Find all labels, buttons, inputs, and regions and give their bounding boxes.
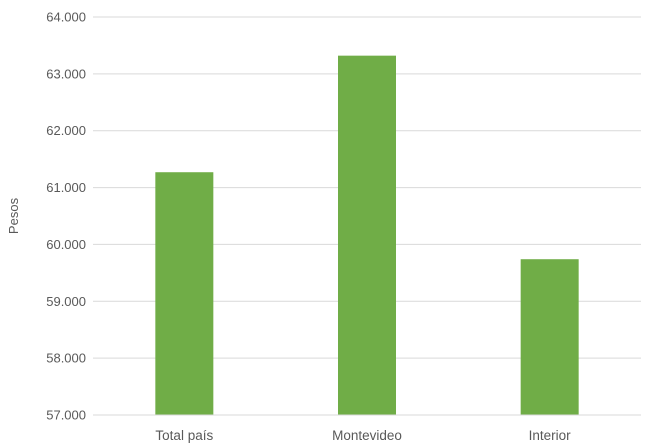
y-tick-label: 57.000 bbox=[46, 408, 86, 423]
y-tick-label: 64.000 bbox=[46, 10, 86, 25]
x-category-label: Montevideo bbox=[332, 428, 402, 443]
bar bbox=[520, 259, 579, 415]
y-tick-label: 58.000 bbox=[46, 351, 86, 366]
y-tick-label: 63.000 bbox=[46, 66, 86, 81]
bar bbox=[155, 172, 214, 415]
y-tick-label: 60.000 bbox=[46, 237, 86, 252]
x-category-label: Interior bbox=[529, 428, 572, 443]
bars bbox=[155, 55, 579, 416]
x-category-label: Total país bbox=[155, 428, 213, 443]
axes: 57.000 58.000 59.000 60.000 61.000 62.000 63.0… bbox=[46, 10, 641, 443]
y-axis-title: Pesos bbox=[6, 197, 21, 234]
y-tick-label: 59.000 bbox=[46, 294, 86, 309]
bar bbox=[338, 55, 396, 416]
y-tick-label: 61.000 bbox=[46, 180, 86, 195]
y-tick-label: 62.000 bbox=[46, 123, 86, 138]
